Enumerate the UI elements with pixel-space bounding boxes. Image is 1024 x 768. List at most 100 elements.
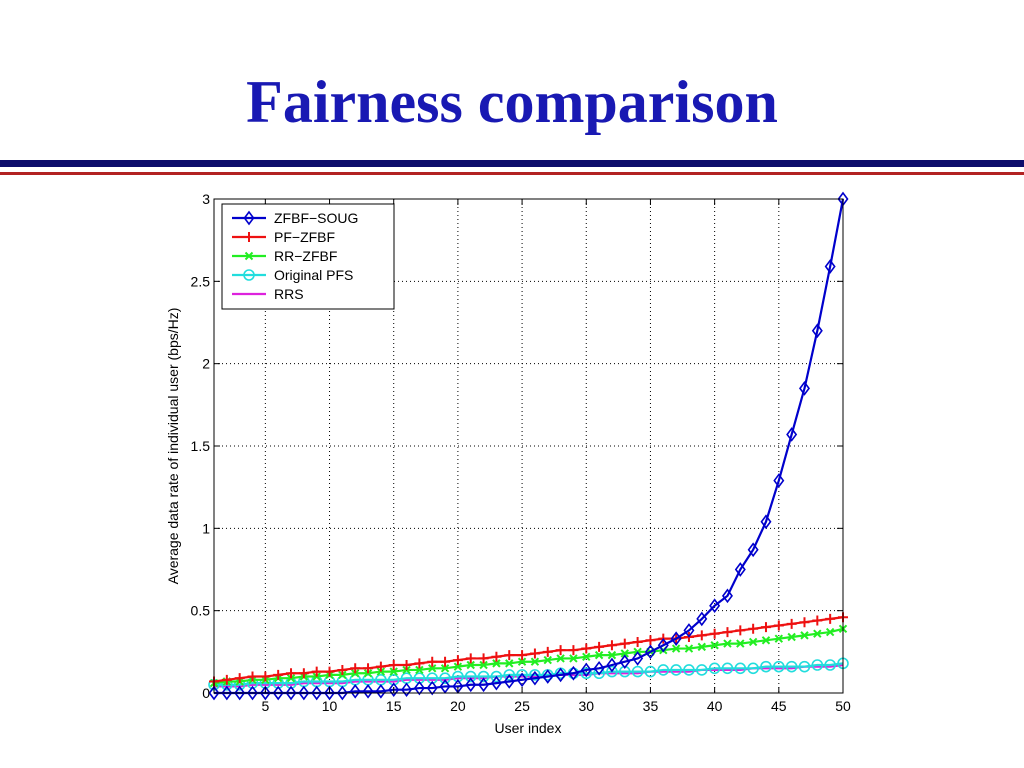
- data-point-diamond: [401, 682, 413, 698]
- data-point-diamond: [529, 670, 541, 686]
- data-point-plus: [542, 646, 553, 657]
- data-point-x: [723, 639, 732, 648]
- data-point-circle: [811, 659, 824, 671]
- data-point-diamond: [786, 427, 798, 442]
- data-point-plus: [786, 618, 797, 629]
- data-point-plus: [221, 674, 232, 685]
- data-point-diamond: [580, 662, 592, 678]
- data-point-plus: [247, 671, 258, 682]
- series-3: [208, 657, 849, 691]
- data-point-diamond: [773, 473, 785, 488]
- y-tick-label: 3: [202, 191, 210, 207]
- data-point-plus: [555, 645, 566, 656]
- data-point-plus: [517, 650, 528, 661]
- data-point-x: [428, 664, 437, 673]
- data-point-x: [684, 644, 694, 653]
- data-point-x: [736, 639, 745, 648]
- data-point-x: [825, 627, 835, 637]
- data-point-x: [453, 662, 463, 671]
- data-point-diamond: [413, 680, 425, 696]
- x-tick-label: 40: [707, 698, 723, 714]
- data-point-plus: [452, 655, 463, 666]
- data-point-diamond: [490, 675, 502, 691]
- data-point-diamond: [721, 588, 733, 604]
- data-point-x: [607, 650, 617, 660]
- data-point-diamond: [465, 677, 477, 693]
- data-point-plus: [606, 640, 617, 651]
- data-point-diamond: [824, 259, 836, 274]
- data-point-diamond: [811, 323, 823, 339]
- data-point-x: [813, 629, 822, 638]
- data-point-x: [710, 641, 719, 650]
- series-layer: [208, 191, 849, 701]
- x-axis-label: User index: [495, 720, 562, 736]
- x-tick-label: 15: [386, 698, 402, 714]
- data-point-plus: [696, 630, 707, 641]
- data-point-circle: [747, 662, 759, 675]
- legend: ZFBF−SOUG PF−ZFBF RR−ZFBF Original PFS RRS: [221, 203, 395, 310]
- data-point-diamond: [439, 679, 451, 694]
- series-line: [214, 662, 844, 686]
- data-point-plus: [465, 653, 476, 664]
- data-point-plus: [440, 656, 451, 667]
- data-point-plus: [298, 668, 309, 679]
- legend-label: Original PFS: [274, 267, 353, 283]
- data-point-plus: [260, 671, 271, 682]
- data-point-diamond: [683, 623, 695, 638]
- data-point-diamond: [247, 685, 259, 701]
- data-point-diamond: [426, 680, 438, 696]
- data-point-x: [466, 660, 475, 670]
- data-point-circle: [708, 662, 721, 675]
- data-point-diamond: [349, 684, 361, 699]
- data-point-circle: [490, 670, 503, 683]
- data-point-diamond: [657, 637, 669, 653]
- data-point-x: [543, 655, 552, 665]
- x-tick-label: 5: [261, 698, 269, 714]
- data-point-plus: [311, 666, 322, 677]
- data-point-plus: [244, 232, 254, 242]
- data-point-x: [620, 649, 629, 658]
- data-point-plus: [825, 613, 836, 624]
- data-point-diamond: [208, 685, 220, 701]
- data-point-circle: [243, 269, 255, 281]
- data-point-plus: [427, 656, 438, 667]
- legend-item: RR−ZFBF: [232, 248, 337, 264]
- data-point-x: [440, 664, 450, 673]
- data-point-diamond: [798, 381, 810, 396]
- data-point-plus: [401, 660, 412, 671]
- data-point-x: [556, 654, 565, 663]
- legend-label: RRS: [274, 286, 304, 302]
- data-point-circle: [760, 660, 772, 673]
- data-point-plus: [581, 643, 592, 654]
- legend-item: RRS: [232, 286, 304, 302]
- data-point-diamond: [619, 654, 631, 670]
- data-point-diamond: [670, 631, 682, 646]
- data-point-circle: [580, 667, 593, 680]
- data-point-diamond: [285, 685, 297, 701]
- data-point-diamond: [388, 682, 400, 698]
- data-point-diamond: [298, 685, 310, 701]
- data-point-circle: [824, 659, 836, 671]
- data-point-circle: [773, 660, 785, 673]
- data-point-x: [505, 659, 514, 668]
- data-point-plus: [234, 673, 245, 684]
- data-point-plus: [286, 668, 297, 679]
- data-point-diamond: [324, 685, 336, 701]
- data-point-diamond: [696, 611, 708, 627]
- legend-item: ZFBF−SOUG: [232, 210, 358, 226]
- data-point-diamond: [593, 660, 605, 676]
- y-tick-label: 1.5: [191, 438, 211, 454]
- data-point-x: [787, 632, 796, 642]
- data-point-plus: [363, 663, 374, 674]
- data-point-diamond: [734, 562, 746, 577]
- y-tick-label: 0.5: [191, 603, 211, 619]
- data-point-circle: [529, 669, 541, 681]
- data-point-x: [415, 665, 424, 675]
- data-point-diamond: [311, 685, 323, 701]
- data-point-diamond: [760, 514, 772, 530]
- y-axis-label: Average data rate of individual user (bp…: [165, 308, 181, 585]
- data-point-x: [479, 660, 488, 670]
- data-point-x: [697, 642, 707, 652]
- data-point-plus: [350, 663, 361, 674]
- data-point-x: [569, 654, 578, 663]
